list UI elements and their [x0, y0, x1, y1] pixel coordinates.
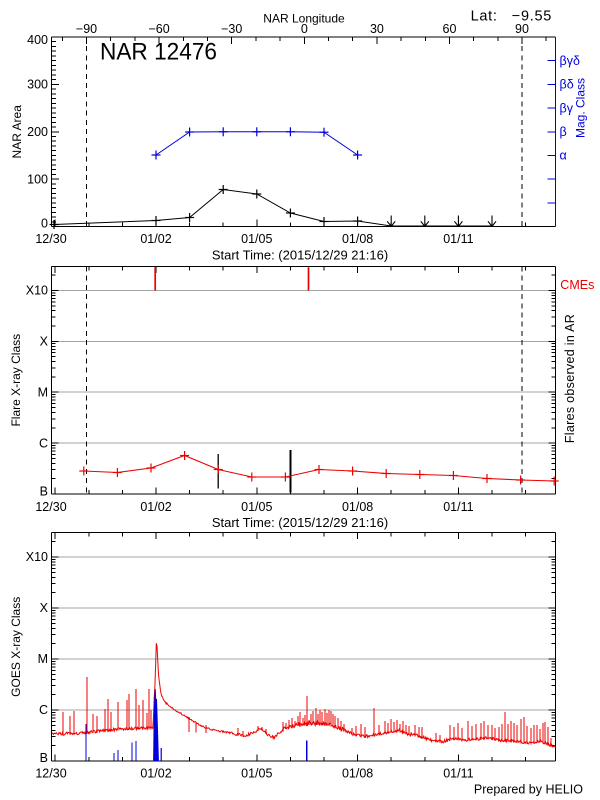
svg-text:Prepared by HELIO: Prepared by HELIO: [474, 783, 583, 797]
svg-text:NAR Longitude: NAR Longitude: [263, 12, 345, 26]
svg-text:01/08: 01/08: [342, 767, 373, 781]
svg-text:βγδ: βγδ: [560, 54, 580, 68]
svg-text:β: β: [560, 125, 567, 139]
svg-text:0: 0: [41, 217, 48, 231]
svg-text:−90: −90: [76, 22, 97, 36]
svg-text:X10: X10: [26, 284, 48, 298]
svg-text:α: α: [560, 149, 567, 163]
svg-text:200: 200: [27, 125, 48, 139]
svg-text:12/30: 12/30: [35, 500, 66, 514]
svg-text:−30: −30: [221, 22, 242, 36]
svg-text:01/05: 01/05: [241, 500, 272, 514]
svg-text:01/05: 01/05: [241, 767, 272, 781]
svg-text:01/11: 01/11: [443, 500, 473, 514]
svg-text:C: C: [39, 436, 48, 450]
svg-text:400: 400: [27, 33, 48, 47]
svg-text:M: M: [38, 652, 48, 666]
svg-text:CMEs: CMEs: [560, 278, 594, 292]
svg-text:βγ: βγ: [560, 101, 574, 115]
svg-text:B: B: [40, 485, 48, 499]
svg-text:NAR Area: NAR Area: [10, 105, 24, 159]
svg-text:GOES X-ray Class: GOES X-ray Class: [9, 597, 23, 697]
svg-text:60: 60: [443, 22, 457, 36]
svg-text:Flares observed in AR: Flares observed in AR: [563, 314, 577, 443]
svg-text:X: X: [40, 601, 49, 615]
svg-text:01/05: 01/05: [241, 232, 272, 246]
svg-text:B: B: [40, 751, 48, 765]
svg-text:01/08: 01/08: [342, 232, 373, 246]
svg-text:01/02: 01/02: [140, 232, 171, 246]
svg-text:90: 90: [515, 22, 529, 36]
svg-text:12/30: 12/30: [35, 232, 66, 246]
svg-text:01/02: 01/02: [140, 767, 171, 781]
svg-text:X: X: [40, 335, 49, 349]
svg-text:01/11: 01/11: [443, 767, 473, 781]
svg-text:Mag. Class: Mag. Class: [574, 78, 588, 138]
svg-text:12/30: 12/30: [35, 767, 66, 781]
svg-text:Start Time: (2015/12/29 21:16): Start Time: (2015/12/29 21:16): [212, 515, 388, 530]
svg-text:01/08: 01/08: [342, 500, 373, 514]
svg-text:βδ: βδ: [560, 78, 574, 92]
svg-text:C: C: [39, 703, 48, 717]
svg-text:0: 0: [301, 22, 308, 36]
svg-text:Lat: −9.55: Lat: −9.55: [471, 9, 552, 25]
svg-text:300: 300: [27, 78, 48, 92]
svg-text:X10: X10: [26, 550, 48, 564]
svg-text:30: 30: [370, 22, 384, 36]
svg-text:Flare X-ray Class: Flare X-ray Class: [9, 334, 23, 427]
svg-text:100: 100: [27, 172, 48, 186]
svg-text:−60: −60: [148, 22, 169, 36]
svg-text:Start Time: (2015/12/29 21:16): Start Time: (2015/12/29 21:16): [212, 248, 388, 263]
svg-text:M: M: [38, 385, 48, 399]
svg-text:01/02: 01/02: [140, 500, 171, 514]
svg-text:01/11: 01/11: [443, 232, 473, 246]
svg-text:NAR 12476: NAR 12476: [100, 39, 217, 66]
